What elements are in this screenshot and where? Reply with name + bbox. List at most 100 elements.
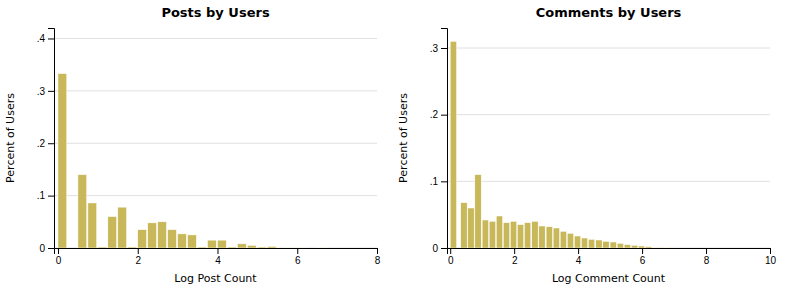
tick-mark <box>441 115 447 116</box>
bar <box>660 247 666 248</box>
tick: 6 <box>640 248 646 266</box>
tick: 0 <box>448 248 454 266</box>
plot-area: 0 2 4 6 8 0 .1 .2 .3 .4 <box>37 29 381 267</box>
title: Posts by Users <box>161 5 270 20</box>
tick: 0 <box>56 248 62 266</box>
y-axis: 0 .1 .2 .3 <box>430 29 448 254</box>
bar <box>468 208 474 248</box>
axis-line <box>448 249 771 255</box>
bar <box>574 236 580 248</box>
tick-label: 0 <box>56 255 62 266</box>
bar <box>603 241 609 248</box>
bar <box>128 247 137 248</box>
bar <box>631 245 637 248</box>
bar <box>108 217 117 248</box>
tick-label: 2 <box>135 255 141 266</box>
tick-label: .4 <box>37 33 46 44</box>
tick: 0 <box>432 243 447 254</box>
bar <box>496 216 502 248</box>
tick-label: 4 <box>576 255 582 266</box>
bar <box>217 240 226 248</box>
grid-line <box>54 90 377 91</box>
y-axis-title: Percent of Users <box>4 93 17 183</box>
bar <box>588 239 594 248</box>
tick-mark <box>48 248 54 249</box>
bar <box>158 222 167 248</box>
bar <box>532 221 538 248</box>
bar <box>337 248 346 249</box>
tick-mark <box>514 248 515 254</box>
bar <box>706 248 712 249</box>
tick-mark <box>578 248 579 254</box>
bar <box>58 74 67 248</box>
tick-mark <box>441 48 447 49</box>
tick-label: 0 <box>448 255 454 266</box>
tick-label: 10 <box>765 255 777 266</box>
bar <box>482 220 488 248</box>
bar <box>138 230 147 248</box>
tick-label: 8 <box>375 255 381 266</box>
tick-mark <box>217 248 218 254</box>
x-axis: 0 2 4 6 8 10 <box>448 248 777 266</box>
tick: 4 <box>215 248 221 266</box>
tick-label: .1 <box>430 176 439 187</box>
bar <box>148 223 157 248</box>
bar <box>638 246 644 248</box>
panel: 0 2 4 6 8 10 0 .1 .2 .3 Comments by Users Log Comme… <box>397 5 776 285</box>
tick: 0 <box>39 243 54 254</box>
grid-line <box>54 143 377 144</box>
tick-mark <box>48 196 54 197</box>
bar <box>257 247 266 248</box>
bar <box>475 175 481 248</box>
tick: .3 <box>37 86 54 97</box>
tick-label: 6 <box>640 255 646 266</box>
bar <box>581 238 587 248</box>
tick-label: 8 <box>704 255 710 266</box>
tick-mark <box>48 143 54 144</box>
bar <box>503 223 509 248</box>
bar <box>78 175 87 248</box>
panel: 024680.1.2.3.4Posts by UsersLog Post Cou… <box>4 5 381 285</box>
bar <box>287 247 296 248</box>
tick-mark <box>441 181 447 182</box>
tick: 8 <box>704 248 710 266</box>
grid-line <box>447 181 770 182</box>
bar <box>645 247 651 248</box>
tick-label: .1 <box>37 190 46 201</box>
bar <box>208 240 217 248</box>
x-axis-title: Log Comment Count <box>552 272 666 285</box>
bar <box>227 247 236 248</box>
bar <box>178 234 187 248</box>
title: Comments by Users <box>536 5 682 20</box>
tick-label: .2 <box>37 138 46 149</box>
tick: .1 <box>430 176 447 187</box>
bar <box>118 207 127 248</box>
bar <box>560 231 566 248</box>
tick-mark <box>642 248 643 254</box>
tick-mark <box>138 248 139 254</box>
tick-mark <box>706 248 707 254</box>
bar <box>624 245 630 248</box>
bar <box>539 226 545 248</box>
tick-mark <box>297 248 298 254</box>
bar <box>652 247 658 248</box>
tick: .3 <box>430 43 447 54</box>
x-axis: 0 2 4 6 8 <box>55 248 381 266</box>
tick-label: 0 <box>432 243 438 254</box>
axis-line <box>48 29 55 249</box>
tick: 6 <box>295 248 301 266</box>
tick-mark <box>450 248 451 254</box>
grid-line <box>447 114 770 115</box>
grid <box>54 38 377 248</box>
bar <box>553 228 559 248</box>
bars <box>58 74 326 248</box>
bar <box>237 244 246 248</box>
bar <box>98 247 107 248</box>
tick-label: 4 <box>215 255 221 266</box>
y-axis-title: Percent of Users <box>397 93 410 183</box>
tick-label: .2 <box>430 109 439 120</box>
tick: 2 <box>512 248 518 266</box>
bar <box>168 230 177 248</box>
bars <box>450 41 673 248</box>
bar <box>546 227 552 248</box>
